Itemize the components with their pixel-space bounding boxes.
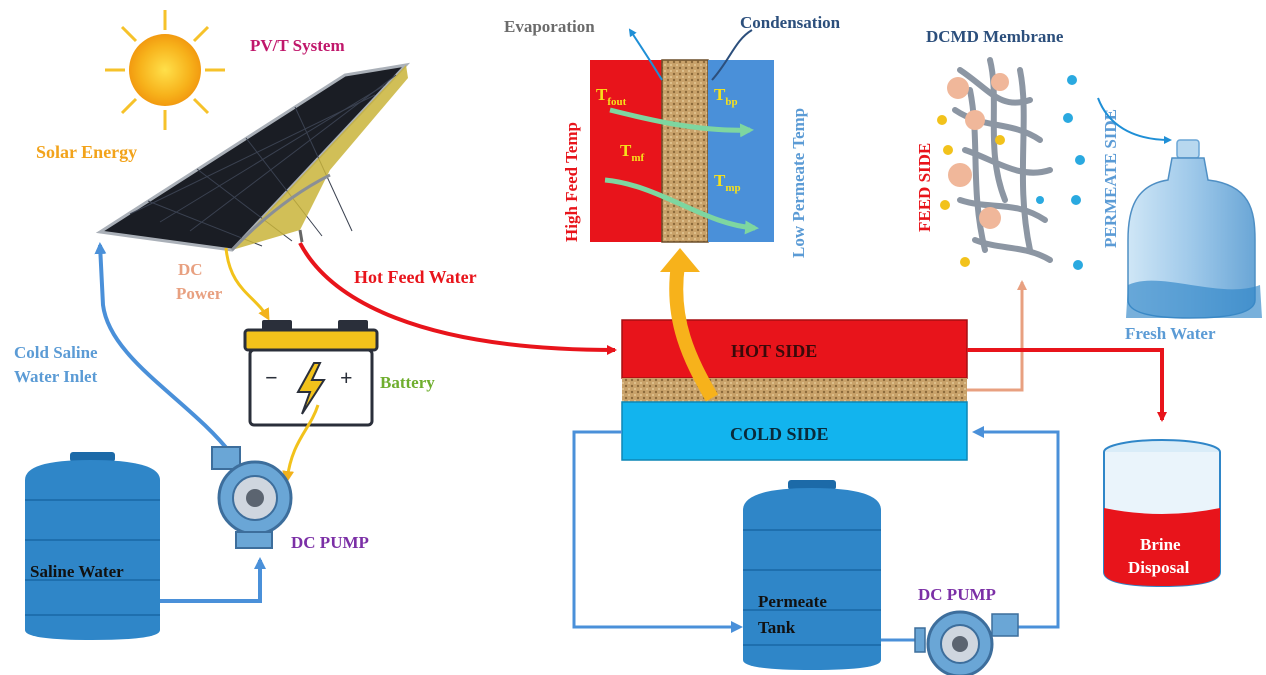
condensation-label: Condensation [740, 13, 841, 32]
solar-energy-label: Solar Energy [36, 142, 137, 162]
module-to-membrane-arrow [967, 280, 1027, 392]
pvt-panel-icon [95, 62, 411, 252]
hot-feed-water-line [298, 242, 617, 355]
battery-label: Battery [380, 373, 435, 392]
dcmd-membrane-label: DCMD Membrane [926, 27, 1064, 46]
left-dc-pump-label: DC PUMP [291, 533, 369, 552]
permeate-to-jug-arrow [1097, 97, 1172, 144]
permeate-tank-label-line1: Permeate [758, 592, 827, 611]
fresh-water-label: Fresh Water [1125, 324, 1216, 343]
sun-icon [105, 10, 225, 130]
hot-feed-water-label: Hot Feed Water [354, 267, 477, 287]
permeate-tank-label-line2: Tank [758, 618, 796, 637]
low-permeate-temp-label: Low Permeate Temp [789, 108, 808, 258]
permeate-loop-left-line [572, 430, 743, 633]
membrane-structure-icon [937, 57, 1085, 270]
dc-power-label-line2: Power [176, 284, 223, 303]
vapor-transfer-arrow [669, 263, 719, 402]
right-dc-pump-icon [914, 610, 1019, 675]
membrane-detail [590, 59, 774, 243]
left-dc-pump-icon [211, 446, 293, 549]
condensation-arrow [711, 29, 753, 81]
permeate-side-label: PERMEATE SIDE [1101, 109, 1120, 248]
battery-to-pump-wire [282, 404, 320, 483]
module-membrane-layer [622, 378, 967, 402]
vapor-transfer-arrowhead [660, 248, 700, 272]
cold-side-label: COLD SIDE [730, 424, 829, 444]
brine-label-line2: Disposal [1128, 558, 1190, 577]
permeate-loop-right-line [972, 426, 1060, 629]
svg-text:+: + [340, 365, 353, 390]
pvt-system-label: PV/T System [250, 36, 345, 55]
t-fout-label: Tfout [596, 85, 627, 108]
right-dc-pump-label: DC PUMP [918, 585, 996, 604]
cold-saline-label-line2: Water Inlet [14, 367, 98, 386]
saline-water-label: Saline Water [30, 562, 124, 581]
cold-saline-inlet-line [94, 242, 234, 457]
saline-water-tank-icon [25, 452, 160, 640]
evaporation-arrow [628, 28, 663, 81]
evaporation-label: Evaporation [504, 17, 595, 36]
tank-to-pump-line [160, 557, 266, 603]
fresh-water-jug-icon [1126, 139, 1262, 319]
dc-power-wire [224, 247, 270, 321]
high-feed-temp-label: High Feed Temp [562, 122, 581, 242]
t-bp-label: Tbp [714, 85, 738, 108]
dc-power-label-line1: DC [178, 260, 203, 279]
battery-icon: − + [243, 320, 379, 427]
brine-outlet-line [967, 348, 1167, 422]
t-mp-label: Tmp [714, 171, 741, 194]
feed-side-label: FEED SIDE [915, 143, 934, 232]
brine-label-line1: Brine [1140, 535, 1181, 554]
brine-tank-icon [1103, 439, 1221, 588]
cold-saline-label-line1: Cold Saline [14, 343, 98, 362]
t-mf-label: Tmf [620, 141, 645, 164]
permeate-tank-icon [743, 480, 881, 670]
svg-text:−: − [265, 365, 278, 390]
hot-side-label: HOT SIDE [731, 341, 817, 361]
